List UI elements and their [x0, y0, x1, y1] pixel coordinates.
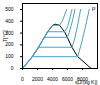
- svg-text:400: 400: [5, 18, 14, 24]
- svg-text:500: 500: [5, 6, 14, 12]
- svg-text:300: 300: [5, 29, 14, 36]
- svg-text:2000: 2000: [32, 76, 43, 82]
- svg-text:p: p: [92, 5, 96, 11]
- svg-text:0: 0: [21, 76, 24, 82]
- svg-text:200: 200: [5, 41, 14, 48]
- svg-text:100: 100: [5, 53, 14, 59]
- svg-text:0: 0: [11, 65, 14, 71]
- svg-text:6000: 6000: [62, 76, 73, 82]
- svg-text:4000: 4000: [47, 76, 58, 82]
- svg-text:T[°C]: T[°C]: [2, 30, 8, 42]
- svg-text:s[J/(kg K)]: s[J/(kg K)]: [75, 79, 98, 85]
